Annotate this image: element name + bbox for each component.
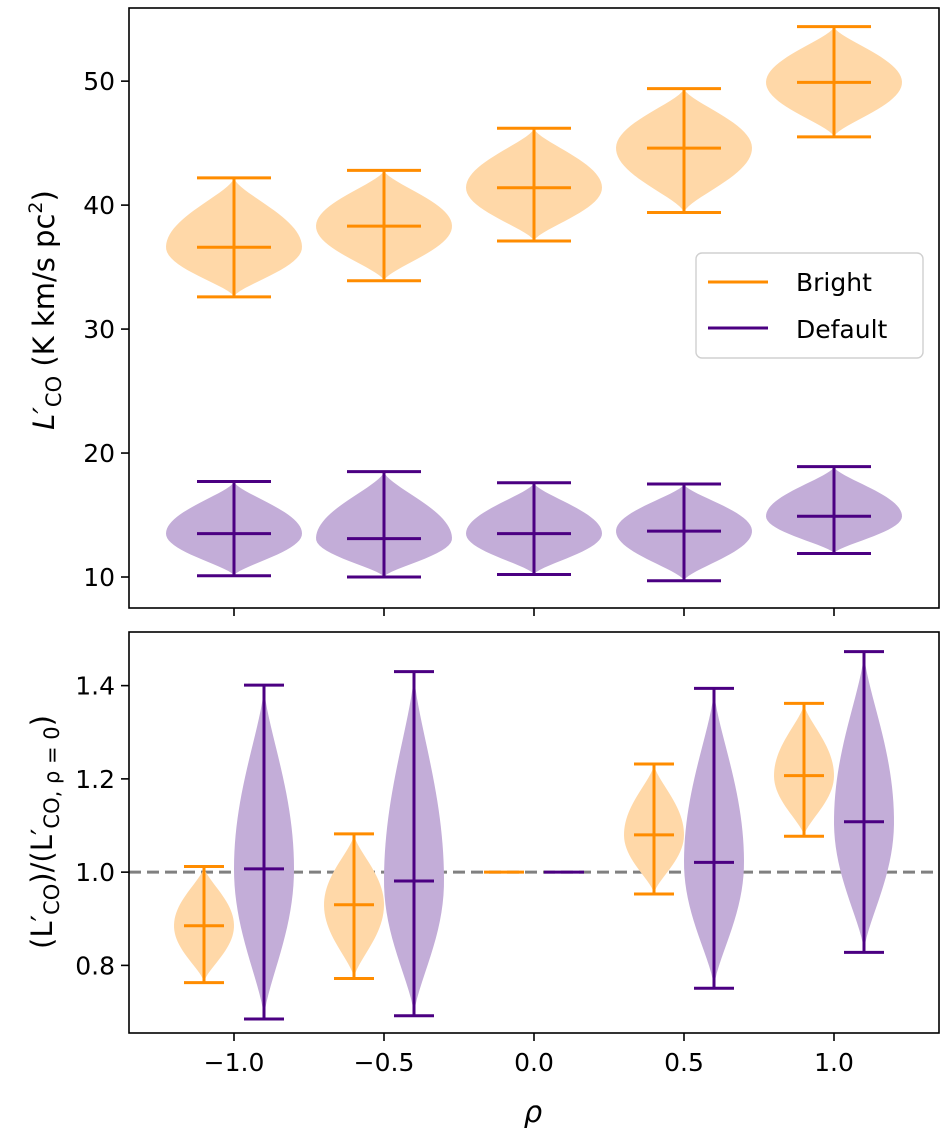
top-panel: 10 20 30 40 50 Bright Default L′CO (K km/s p… (25, 7, 940, 609)
bottom-panel: 0.8 1.0 1.2 1.4 −1.0 −0.5 0.0 0.5 1.0 (L′CO)/(L… (25, 608, 940, 1129)
bottom-x-ticks: −1.0 −0.5 0.0 0.5 1.0 (204, 608, 854, 1077)
x-tick-label-2: 0.0 (514, 1048, 554, 1077)
top-ylabel-sub: CO (42, 376, 66, 407)
legend: Bright Default (695, 252, 924, 359)
bottom-ylabel-part-b: )/(L′ (25, 829, 59, 884)
bottom-ylabel-sub-b: CO, ρ = 0 (40, 726, 64, 828)
y-tick-label-2: 1.2 (75, 765, 115, 794)
bottom-y-ticks: 0.8 1.0 1.2 1.4 (75, 672, 129, 980)
x-axis-label: ρ (524, 1095, 543, 1129)
y-tick-label-0: 10 (83, 563, 115, 592)
bottom-ylabel-part-c: ) (25, 715, 59, 726)
legend-frame (695, 252, 924, 359)
y-tick-label-3: 1.4 (75, 672, 115, 701)
y-tick-label-3: 40 (83, 191, 115, 220)
y-tick-label-0: 0.8 (75, 951, 115, 980)
legend-default-label: Default (796, 315, 888, 344)
top-ylabel-sup: 2 (25, 202, 47, 214)
top-violins (166, 25, 902, 583)
x-tick-label-4: 1.0 (814, 1048, 854, 1077)
bottom-ylabel-part-a: (L′ (25, 915, 59, 949)
y-tick-label-1: 1.0 (75, 858, 115, 887)
y-tick-label-2: 30 (83, 315, 115, 344)
bottom-axes-frame (128, 631, 940, 1034)
x-tick-label-1: −0.5 (354, 1048, 415, 1077)
y-tick-label-1: 20 (83, 439, 115, 468)
top-y-axis-label: L′CO (K km/s pc2) (25, 190, 66, 430)
top-ylabel-l: L′ (27, 407, 61, 430)
top-ylabel-close: ) (27, 190, 61, 201)
y-tick-label-4: 50 (83, 67, 115, 96)
x-tick-label-0: −1.0 (204, 1048, 265, 1077)
bottom-violins (174, 650, 894, 1021)
legend-bright-label: Bright (796, 268, 872, 297)
x-tick-label-3: 0.5 (664, 1048, 704, 1077)
bottom-y-axis-label: (L′CO)/(L′CO, ρ = 0) (25, 715, 64, 949)
top-ylabel-units: (K km/s pc (27, 214, 61, 376)
bottom-ylabel-sub-a: CO (40, 884, 64, 915)
top-y-ticks: 10 20 30 40 50 (83, 67, 129, 592)
